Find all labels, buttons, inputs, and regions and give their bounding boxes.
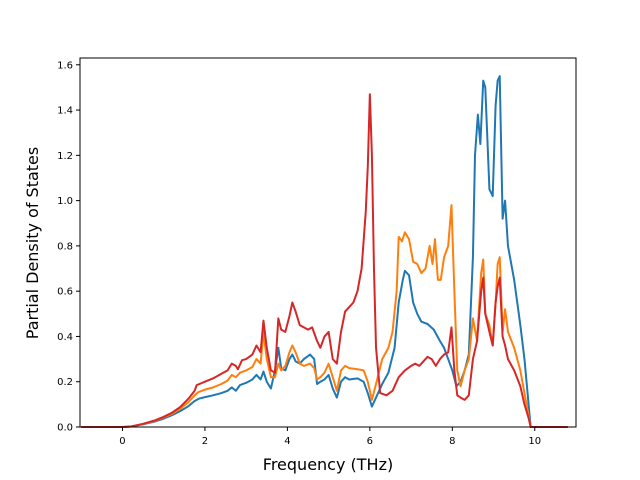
- series-line-3: [81, 93, 568, 428]
- x-tick-label: 4: [284, 436, 290, 447]
- x-tick-label: 8: [449, 436, 455, 447]
- x-tick-label: 0: [119, 436, 125, 447]
- y-tick-label: 1.4: [57, 106, 73, 117]
- y-axis-ticks: 0.0 0.2 0.4 0.6 0.8 1.0 1.2 1.4 1.6: [57, 60, 80, 434]
- y-tick-label: 1.6: [57, 60, 73, 71]
- y-tick-label: 0.6: [57, 287, 73, 298]
- y-axis-label: Partial Density of States: [23, 147, 42, 339]
- series-line-1: [81, 75, 568, 428]
- x-axis-label: Frequency (THz): [263, 455, 393, 474]
- y-tick-label: 1.0: [57, 196, 73, 207]
- y-tick-label: 0.8: [57, 241, 73, 252]
- plot-frame: [79, 57, 577, 428]
- series-layer: [81, 75, 568, 428]
- series-line-2: [81, 204, 568, 428]
- y-tick-label: 0.4: [57, 332, 73, 343]
- x-tick-label: 10: [528, 436, 541, 447]
- x-axis-ticks: 0 2 4 6 8 10: [119, 427, 541, 447]
- y-tick-label: 0.0: [57, 423, 73, 434]
- x-tick-label: 6: [367, 436, 373, 447]
- x-tick-label: 2: [202, 436, 208, 447]
- y-tick-label: 0.2: [57, 377, 73, 388]
- y-tick-label: 1.2: [57, 151, 73, 162]
